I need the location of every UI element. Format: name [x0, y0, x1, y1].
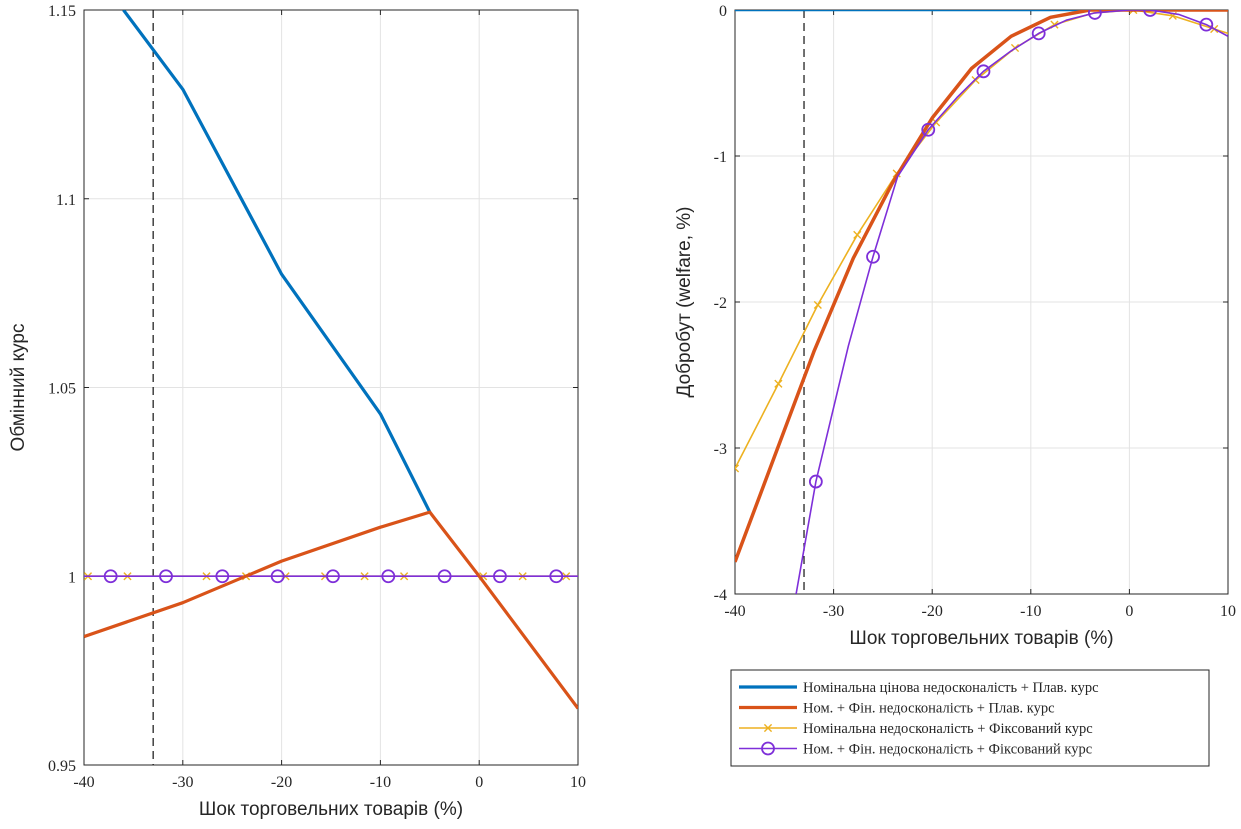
- series-line: [84, 510, 578, 710]
- x-tick-label: 0: [475, 774, 483, 791]
- legend-box: [730, 669, 1210, 767]
- series-line: [795, 10, 1228, 594]
- x-tick-label: -10: [1020, 603, 1041, 620]
- x-marker: [932, 118, 941, 127]
- y-tick-label: 1.1: [56, 192, 76, 209]
- x-tick-label: -40: [724, 603, 745, 620]
- circle-marker: [1087, 10, 1102, 20]
- circle-marker: [1143, 10, 1158, 17]
- circle-marker: [159, 569, 173, 584]
- y-tick-label: -3: [714, 441, 727, 458]
- x-marker: [813, 300, 822, 310]
- legend-label: Номінальна цінова недосконалість + Плав.…: [803, 680, 1099, 696]
- x-tick-label: -40: [73, 774, 94, 791]
- legend-x-marker: [763, 723, 773, 733]
- y-tick-label: 1: [68, 569, 76, 586]
- x-tick-label: -20: [922, 603, 943, 620]
- y-tick-label: 0: [719, 3, 727, 20]
- circle-marker: [215, 569, 230, 584]
- circle-marker: [493, 569, 507, 584]
- y-tick-label: -2: [714, 295, 727, 312]
- circle-marker: [549, 569, 564, 584]
- plot-area: [735, 10, 1228, 594]
- series-line: [122, 10, 432, 513]
- x-axis-label: Шок торговельних товарів (%): [849, 628, 1113, 649]
- circle-marker: [866, 249, 880, 264]
- y-axis-label: Обмінний курс: [8, 324, 29, 452]
- y-tick-label: 1.05: [48, 381, 76, 398]
- y-tick-label: -1: [714, 149, 727, 166]
- x-marker: [1129, 10, 1138, 15]
- circle-marker: [437, 569, 452, 584]
- y-tick-label: 1.15: [48, 3, 76, 20]
- x-tick-label: -30: [823, 603, 844, 620]
- circle-marker: [808, 474, 823, 489]
- y-tick-label: 0.95: [48, 758, 76, 775]
- circle-marker: [976, 64, 991, 79]
- x-tick-label: -10: [370, 774, 391, 791]
- circle-marker: [326, 569, 340, 584]
- exchange-rate-chart: -40 -30 -20 -10 0 10 0.95 1 1.05 1.1 1.15 Шок торго…: [8, 3, 586, 820]
- series-line: [735, 10, 1228, 469]
- legend: Номінальна цінова недосконалість + Плав.…: [730, 669, 1210, 767]
- circle-marker: [270, 569, 285, 584]
- x-axis-label: Шок торговельних товарів (%): [199, 799, 463, 820]
- legend-label: Номінальна недосконалість + Фіксований к…: [803, 721, 1093, 737]
- legend-circle-marker: [761, 741, 775, 756]
- x-tick-label: 10: [570, 774, 586, 791]
- circle-marker: [1031, 26, 1046, 41]
- series-line: [735, 10, 1228, 563]
- x-tick-label: 0: [1125, 603, 1133, 620]
- legend-label: Ном. + Фін. недосконалість + Фіксований …: [803, 742, 1092, 758]
- circle-marker: [103, 569, 118, 584]
- x-marker: [774, 379, 783, 388]
- y-tick-label: -4: [714, 587, 727, 604]
- x-tick-label: -30: [172, 774, 193, 791]
- plot-area: [84, 10, 578, 765]
- x-marker: [853, 230, 862, 239]
- x-tick-label: -20: [271, 774, 292, 791]
- circle-marker: [921, 122, 936, 137]
- x-marker: [735, 464, 740, 473]
- circle-marker: [1199, 17, 1214, 32]
- circle-marker: [381, 569, 396, 584]
- y-axis-label: Добробут (welfare, %): [674, 207, 695, 398]
- legend-label: Ном. + Фін. недосконалість + Плав. курс: [803, 701, 1055, 717]
- x-tick-label: 10: [1220, 603, 1236, 620]
